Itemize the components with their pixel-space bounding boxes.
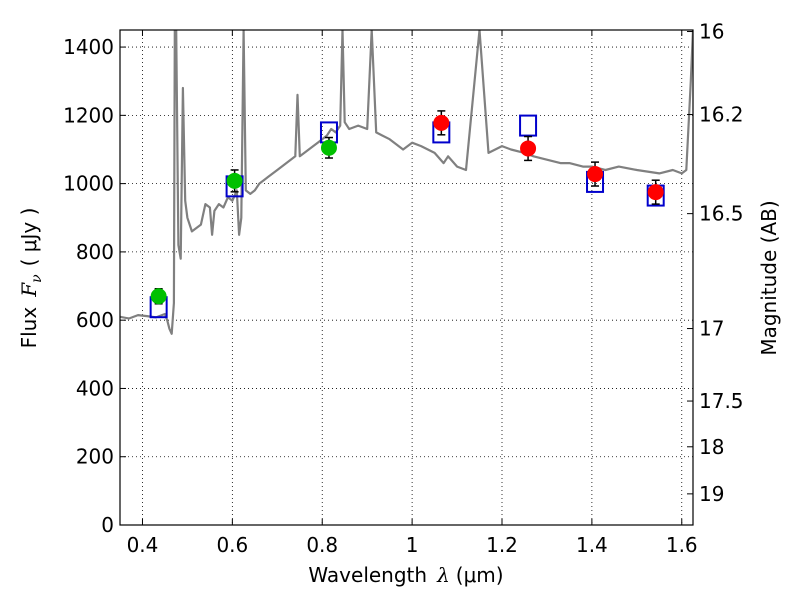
marker-layer: [149, 110, 665, 319]
optical-point: [150, 288, 167, 305]
x-tick-label: 1.6: [666, 533, 698, 557]
x-tick-label: 0.4: [127, 533, 159, 557]
y-tick-label: 1000: [63, 172, 114, 196]
y2-tick-label: 16.5: [699, 202, 744, 226]
nir-point: [520, 140, 537, 157]
y2-tick-label: 17.5: [699, 389, 744, 413]
x-tick-label: 1.4: [576, 533, 608, 557]
optical-point: [226, 172, 243, 189]
y-tick-label: 800: [76, 240, 114, 264]
x-tick-label: 1: [406, 533, 419, 557]
y-axis-title: FluxFν( μJy ): [17, 208, 45, 349]
y-tick-label: 1200: [63, 103, 114, 127]
x-tick-label: 0.6: [216, 533, 248, 557]
x-tick-label: 1.2: [486, 533, 518, 557]
y-tick-label: 1400: [63, 35, 114, 59]
grid-lines: [120, 30, 693, 526]
y-tick-label: 600: [76, 308, 114, 332]
x-axis-title: Wavelength λ (μm): [308, 563, 503, 587]
y2-tick-label: 19: [699, 482, 724, 506]
y2-tick-label: 16: [699, 20, 724, 44]
y2-axis-title: Magnitude (AB): [757, 200, 781, 355]
plot-background: [120, 30, 693, 525]
model-photometry-square: [519, 114, 538, 137]
y2-tick-label: 17: [699, 317, 724, 341]
y2-tick-label: 18: [699, 435, 724, 459]
optical-point: [320, 139, 337, 156]
y-tick-label: 400: [76, 376, 114, 400]
nir-point: [433, 114, 450, 131]
y2-tick-label: 16.2: [699, 103, 744, 127]
nir-point: [587, 166, 604, 183]
axis-ticks: 0.4 0.6 0.8 1 1.2 1.4 1.6 0 200 400 600 800 1000 1200…: [63, 20, 743, 557]
y-tick-label: 0: [101, 513, 114, 537]
y-tick-label: 200: [76, 445, 114, 469]
x-tick-label: 0.8: [306, 533, 338, 557]
plot-frame: [119, 29, 694, 526]
nir-point: [647, 184, 664, 201]
